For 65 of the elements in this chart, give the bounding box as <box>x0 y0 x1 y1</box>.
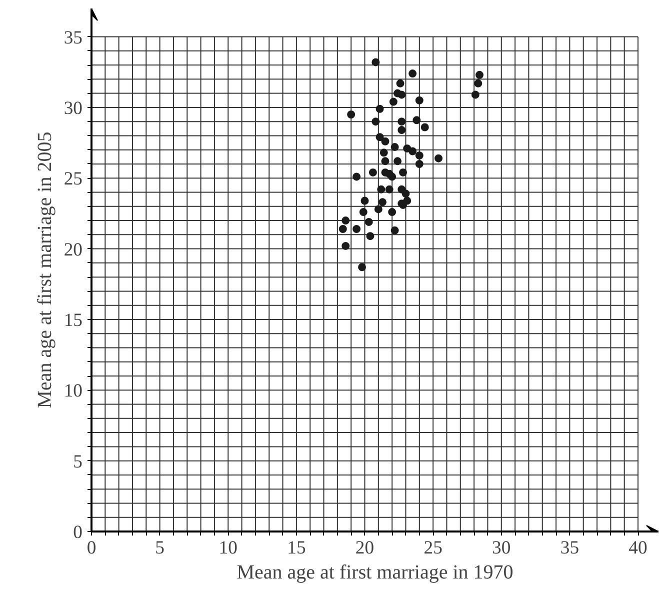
point <box>412 116 421 124</box>
point <box>408 147 417 156</box>
point <box>376 104 384 113</box>
point <box>399 168 408 176</box>
point <box>389 98 398 106</box>
point <box>396 79 404 88</box>
x-tick-label: 0 <box>86 538 96 558</box>
point <box>347 110 356 119</box>
point <box>434 154 443 162</box>
point <box>476 70 484 79</box>
point <box>390 226 399 234</box>
point <box>381 157 390 166</box>
point <box>366 232 374 240</box>
y-tick-label: 15 <box>64 310 82 331</box>
point <box>388 172 396 181</box>
x-tick-label: 20 <box>355 538 374 558</box>
point <box>342 216 350 225</box>
x-tick-label: 35 <box>560 538 580 558</box>
point <box>372 58 380 66</box>
y-tick-label: 20 <box>64 239 82 260</box>
point <box>380 148 388 157</box>
point <box>360 196 369 205</box>
y-tick-label: 25 <box>64 168 82 190</box>
y-tick-label: 0 <box>73 522 82 543</box>
point <box>385 185 394 194</box>
point <box>471 90 480 99</box>
x-tick-label: 5 <box>155 538 164 558</box>
point <box>359 208 368 216</box>
y-axis-title: Mean age at first marriage in 2005 <box>34 132 56 408</box>
point <box>352 225 361 233</box>
point <box>364 218 373 226</box>
point <box>378 198 387 206</box>
point <box>381 137 390 146</box>
x-tick-label: 40 <box>628 538 648 558</box>
y-tick-label: 5 <box>73 451 82 472</box>
point <box>415 96 424 104</box>
x-tick-label: 10 <box>218 538 238 558</box>
x-tick-label: 30 <box>492 538 511 558</box>
point <box>398 90 406 99</box>
point <box>408 70 417 78</box>
point <box>372 118 380 126</box>
point <box>420 123 429 132</box>
x-tick-label: 25 <box>424 538 442 558</box>
point <box>415 160 424 168</box>
point <box>376 133 384 142</box>
y-tick-label: 35 <box>64 27 82 48</box>
point <box>402 190 410 198</box>
point <box>415 152 424 160</box>
y-tick-label: 10 <box>64 380 82 402</box>
point <box>398 126 406 134</box>
x-axis-title: Mean age at first marriage in 1970 <box>236 562 514 584</box>
point <box>342 242 350 250</box>
x-tick-label: 15 <box>287 538 306 558</box>
y-tick-label: 30 <box>64 98 82 119</box>
point <box>390 143 399 152</box>
point <box>374 205 382 214</box>
point <box>388 208 396 216</box>
point <box>368 168 377 176</box>
point <box>352 172 361 181</box>
point <box>398 118 406 126</box>
point <box>394 157 402 166</box>
point <box>338 225 347 233</box>
point <box>377 185 386 194</box>
point <box>474 79 482 88</box>
point <box>358 263 366 272</box>
